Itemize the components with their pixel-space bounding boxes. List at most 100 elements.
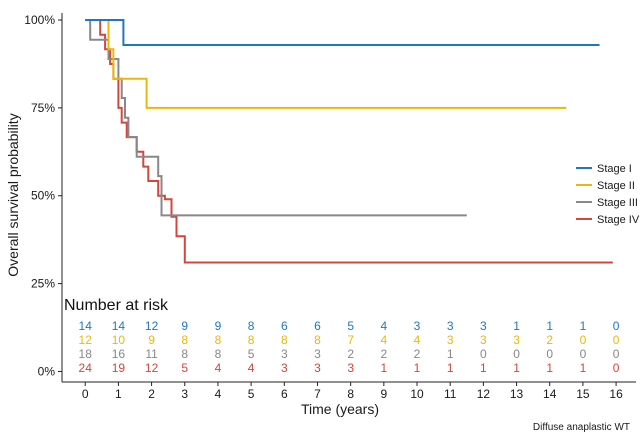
risk-count-stage-iii: 16 (112, 347, 126, 361)
y-tick-label: 25% (31, 277, 55, 291)
x-tick-label: 5 (248, 387, 255, 401)
risk-count-stage-iv: 1 (513, 361, 520, 375)
risk-count-stage-ii: 9 (148, 333, 155, 347)
risk-count-stage-iii: 0 (513, 347, 520, 361)
legend-label: Stage I (597, 163, 632, 175)
y-axis: 0% 25% 50% 75% 100% (24, 13, 63, 382)
survival-curve-stage-iii (85, 19, 467, 217)
x-tick-label: 0 (82, 387, 89, 401)
risk-count-stage-i: 14 (79, 319, 93, 333)
risk-count-stage-ii: 0 (613, 333, 620, 347)
risk-count-stage-iii: 0 (580, 347, 587, 361)
risk-count-stage-iv: 1 (380, 361, 387, 375)
risk-count-stage-ii: 3 (447, 333, 454, 347)
risk-count-stage-iv: 5 (181, 361, 188, 375)
risk-count-stage-ii: 8 (181, 333, 188, 347)
risk-table: 14 14 12 9 9 8 6 6 5 4 3 3 3 1 1 1 012 10 9 8 8 8 8 8 7 4 4 3 3 3 2 0 01… (79, 319, 620, 375)
risk-count-stage-i: 8 (248, 319, 255, 333)
x-tick-label: 4 (215, 387, 222, 401)
risk-count-stage-iii: 1 (447, 347, 454, 361)
risk-count-stage-iii: 8 (181, 347, 188, 361)
risk-count-stage-ii: 2 (546, 333, 553, 347)
survival-curve-stage-ii (85, 19, 567, 109)
risk-count-stage-iii: 8 (215, 347, 222, 361)
risk-count-stage-i: 6 (281, 319, 288, 333)
risk-count-stage-iii: 2 (414, 347, 421, 361)
x-tick-label: 11 (444, 387, 457, 401)
x-tick-label: 6 (281, 387, 288, 401)
risk-count-stage-iii: 2 (347, 347, 354, 361)
risk-count-stage-iii: 18 (79, 347, 93, 361)
x-tick-label: 3 (181, 387, 188, 401)
y-tick-label: 50% (31, 189, 55, 203)
risk-count-stage-i: 4 (380, 319, 387, 333)
risk-count-stage-iv: 4 (215, 361, 222, 375)
risk-count-stage-ii: 3 (480, 333, 487, 347)
y-tick-label: 0% (38, 364, 56, 378)
legend-label: Stage II (597, 180, 635, 192)
y-tick-label: 100% (24, 13, 55, 27)
risk-count-stage-iv: 12 (145, 361, 159, 375)
risk-count-stage-ii: 4 (380, 333, 387, 347)
risk-count-stage-iv: 1 (447, 361, 454, 375)
risk-count-stage-iii: 3 (281, 347, 288, 361)
risk-count-stage-i: 14 (112, 319, 126, 333)
x-axis: 0 1 2 3 4 5 6 7 8 9 10 11 12 13 14 15 16 (62, 381, 636, 401)
x-tick-label: 9 (380, 387, 387, 401)
survival-curve-stage-i (85, 19, 600, 46)
risk-count-stage-iii: 11 (145, 347, 158, 361)
risk-count-stage-ii: 7 (347, 333, 354, 347)
risk-count-stage-i: 1 (513, 319, 520, 333)
risk-count-stage-iii: 2 (380, 347, 387, 361)
risk-count-stage-ii: 10 (112, 333, 126, 347)
risk-count-stage-i: 0 (613, 319, 620, 333)
risk-count-stage-i: 3 (414, 319, 421, 333)
risk-count-stage-i: 3 (447, 319, 454, 333)
x-tick-label: 8 (347, 387, 354, 401)
risk-count-stage-i: 3 (480, 319, 487, 333)
risk-count-stage-iv: 3 (314, 361, 321, 375)
risk-count-stage-ii: 8 (314, 333, 321, 347)
survival-curves (85, 19, 613, 264)
risk-count-stage-iv: 1 (414, 361, 421, 375)
risk-count-stage-i: 5 (347, 319, 354, 333)
risk-count-stage-i: 1 (546, 319, 553, 333)
x-tick-label: 13 (510, 387, 524, 401)
risk-count-stage-iii: 0 (546, 347, 553, 361)
risk-count-stage-ii: 3 (513, 333, 520, 347)
x-tick-label: 7 (314, 387, 321, 401)
risk-count-stage-iv: 3 (281, 361, 288, 375)
risk-count-stage-i: 12 (145, 319, 159, 333)
risk-count-stage-i: 9 (215, 319, 222, 333)
risk-count-stage-iv: 19 (112, 361, 126, 375)
risk-table-title: Number at risk (64, 297, 169, 314)
risk-count-stage-iv: 24 (79, 361, 93, 375)
risk-count-stage-iv: 0 (613, 361, 620, 375)
risk-count-stage-ii: 0 (580, 333, 587, 347)
x-axis-label: Time (years) (301, 401, 379, 417)
x-tick-label: 16 (609, 387, 623, 401)
risk-count-stage-iv: 1 (480, 361, 487, 375)
legend-label: Stage III (597, 197, 638, 209)
risk-count-stage-iv: 4 (248, 361, 255, 375)
risk-count-stage-iv: 1 (580, 361, 587, 375)
risk-count-stage-iv: 1 (546, 361, 553, 375)
risk-count-stage-iv: 3 (347, 361, 354, 375)
x-tick-label: 1 (115, 387, 122, 401)
risk-count-stage-i: 6 (314, 319, 321, 333)
risk-count-stage-ii: 8 (215, 333, 222, 347)
x-tick-label: 15 (576, 387, 590, 401)
x-tick-label: 10 (410, 387, 424, 401)
y-axis-label: Overall survival probability (5, 113, 21, 276)
survival-curve-stage-iv (85, 19, 613, 264)
risk-count-stage-ii: 4 (414, 333, 421, 347)
risk-count-stage-iii: 3 (314, 347, 321, 361)
risk-count-stage-i: 1 (580, 319, 587, 333)
risk-count-stage-ii: 12 (79, 333, 93, 347)
legend-label: Stage IV (597, 214, 640, 226)
risk-count-stage-ii: 8 (248, 333, 255, 347)
x-tick-label: 14 (543, 387, 557, 401)
x-tick-label: 2 (148, 387, 155, 401)
legend: Stage I Stage II Stage III Stage IV (576, 163, 640, 226)
